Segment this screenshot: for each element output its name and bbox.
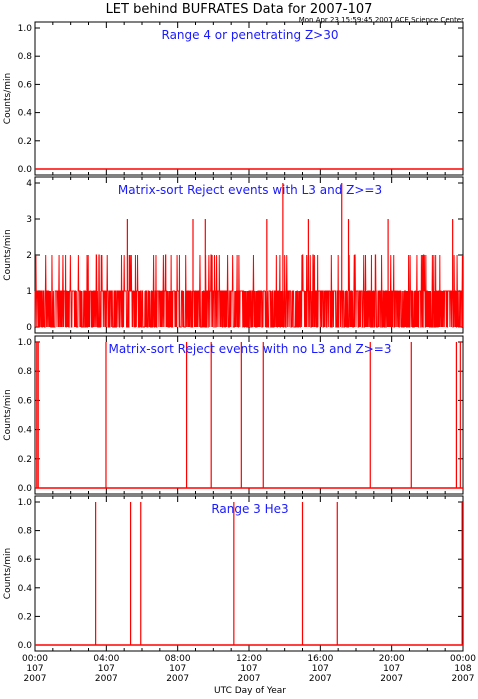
y-tick-label: 0.4 <box>18 584 33 594</box>
y-tick-label: 0.0 <box>18 165 33 175</box>
y-tick-label: 0.2 <box>18 137 32 147</box>
x-axis: 00:00107200704:00107200708:00107200712:0… <box>22 654 476 684</box>
x-tick-time: 12:00 <box>236 654 262 664</box>
y-tick-label: 0.8 <box>18 52 33 62</box>
x-tick-year: 2007 <box>309 674 332 684</box>
x-tick-day: 107 <box>383 664 400 674</box>
y-tick-label: 2 <box>26 251 32 261</box>
panels: 0.0 0.2 0.4 0.6 0.8 1.0 Counts/min Range 4 or p… <box>3 21 464 652</box>
y-tick-label: 4 <box>26 179 32 189</box>
x-tick-time: 00:00 <box>22 654 48 664</box>
y-tick-label: 0.8 <box>18 367 33 377</box>
panel-3: 0.0 0.2 0.4 0.6 0.8 1.0 Counts/min Matrix-sort … <box>3 335 464 495</box>
y-tick-label: 0.2 <box>18 455 32 465</box>
panel-2: 0 1 2 3 4 Counts/min Matrix-sort Reject events… <box>3 176 464 334</box>
y-tick-label: 0.4 <box>18 109 33 119</box>
series-trace <box>34 254 464 328</box>
x-tick-day: 107 <box>26 664 43 674</box>
y-axis-label: Counts/min <box>3 548 13 599</box>
panel-title: Range 3 He3 <box>211 502 288 516</box>
panel-title: Matrix-sort Reject events with L3 and Z>… <box>118 183 382 197</box>
y-axis-label: Counts/min <box>3 73 13 124</box>
figure-title: LET behind BUFRATES Data for 2007-107 <box>106 2 373 17</box>
y-tick-label: 3 <box>26 215 32 225</box>
y-axis-label: Counts/min <box>3 389 13 440</box>
panel-title: Range 4 or penetrating Z>30 <box>162 28 339 42</box>
y-tick-label: 1.0 <box>18 338 33 348</box>
generation-timestamp: Mon Apr 23 15:59:45 2007 ACE Science Cen… <box>299 16 464 24</box>
x-tick-time: 16:00 <box>307 654 333 664</box>
y-tick-label: 0 <box>26 323 32 333</box>
x-tick-year: 2007 <box>95 674 118 684</box>
x-tick-year: 2007 <box>166 674 189 684</box>
panel-1: 0.0 0.2 0.4 0.6 0.8 1.0 Counts/min Range 4 or p… <box>3 21 464 176</box>
y-tick-label: 1.0 <box>18 498 33 508</box>
x-tick-day: 107 <box>169 664 186 674</box>
x-tick-time: 08:00 <box>165 654 191 664</box>
y-tick-label: 0.2 <box>18 612 32 622</box>
y-tick-label: 1 <box>26 287 32 297</box>
panel-title: Matrix-sort Reject events with no L3 and… <box>109 342 392 356</box>
y-tick-label: 0.4 <box>18 426 33 436</box>
panel-4: 0.0 0.2 0.4 0.6 0.8 1.0 Counts/min Range 3 He3 <box>3 495 464 652</box>
y-tick-label: 1.0 <box>18 24 33 34</box>
panel-frame <box>34 495 464 652</box>
x-tick-year: 2007 <box>452 674 475 684</box>
y-tick-label: 0.6 <box>18 80 33 90</box>
panel-frame <box>34 21 464 176</box>
x-tick-time: 00:00 <box>450 654 476 664</box>
x-tick-year: 2007 <box>238 674 261 684</box>
y-tick-label: 0.0 <box>18 484 33 494</box>
x-tick-day: 108 <box>454 664 471 674</box>
y-axis-label: Counts/min <box>3 229 13 280</box>
x-tick-year: 2007 <box>380 674 403 684</box>
panel-frame <box>34 335 464 495</box>
x-tick-time: 20:00 <box>379 654 405 664</box>
y-tick-label: 0.8 <box>18 527 33 537</box>
y-tick-label: 0.6 <box>18 396 33 406</box>
x-tick-day: 107 <box>312 664 329 674</box>
x-axis-label: UTC Day of Year <box>214 686 286 696</box>
x-tick-year: 2007 <box>24 674 47 684</box>
y-tick-label: 0.0 <box>18 641 33 651</box>
x-tick-day: 107 <box>240 664 257 674</box>
x-tick-day: 107 <box>98 664 115 674</box>
y-tick-label: 0.6 <box>18 555 33 565</box>
x-tick-time: 04:00 <box>93 654 119 664</box>
